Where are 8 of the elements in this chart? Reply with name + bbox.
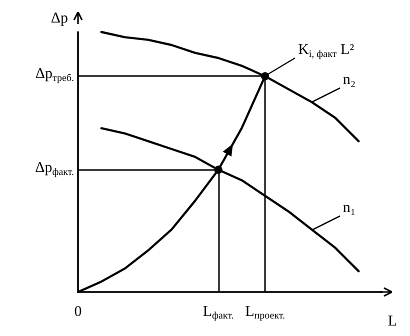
series-label: n₂ <box>342 72 356 90</box>
x-axis-title: L <box>388 314 398 330</box>
text: n₁ <box>342 200 356 217</box>
y-axis-title: Δp <box>50 10 68 26</box>
ref-line-label: Δp$_{треб.}$ <box>35 66 74 84</box>
x-tick-label: 0 <box>74 304 82 320</box>
ref-line-label: Δp$_{факт.}$ <box>35 160 74 178</box>
text: K$_{i, факт}$ L² <box>298 42 354 60</box>
